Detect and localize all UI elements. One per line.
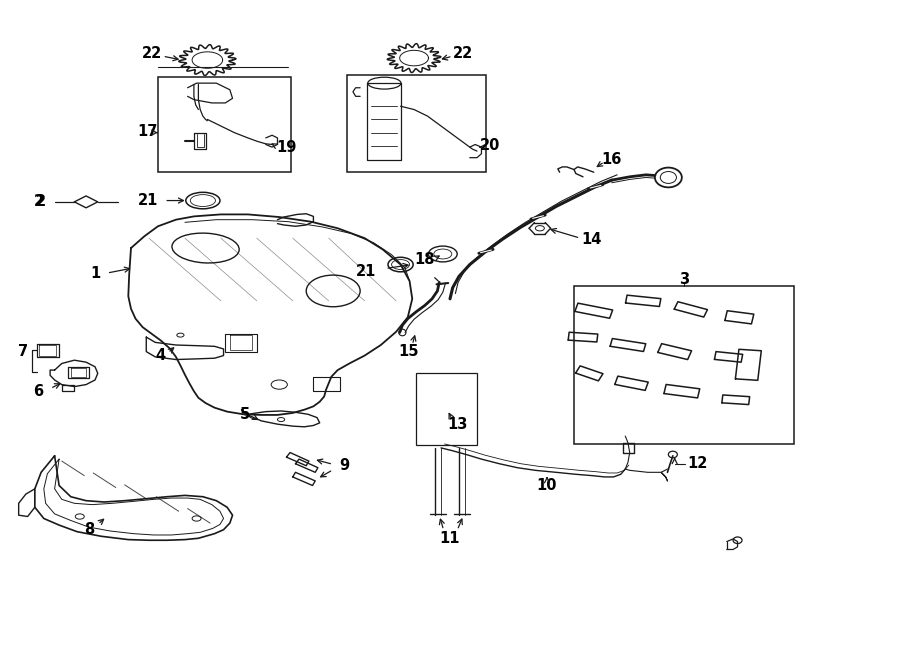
Text: 13: 13 [447, 416, 467, 432]
Text: 4: 4 [156, 348, 166, 363]
Text: 21: 21 [356, 264, 376, 279]
Text: 17: 17 [137, 124, 157, 139]
Text: 22: 22 [454, 46, 473, 61]
Text: 7: 7 [18, 344, 28, 359]
Text: 6: 6 [33, 383, 43, 399]
Text: 21: 21 [138, 193, 158, 208]
Text: 10: 10 [536, 478, 557, 493]
Text: 2: 2 [36, 194, 46, 210]
Text: 12: 12 [687, 456, 707, 471]
Text: 11: 11 [440, 531, 460, 546]
Text: 15: 15 [399, 344, 418, 359]
Text: 8: 8 [84, 522, 94, 537]
Text: 9: 9 [339, 458, 349, 473]
Text: 19: 19 [276, 139, 297, 155]
Text: 22: 22 [141, 46, 162, 61]
Text: 5: 5 [240, 407, 250, 422]
Text: 16: 16 [601, 151, 622, 167]
Text: 1: 1 [90, 266, 100, 281]
Text: 14: 14 [581, 232, 602, 247]
Text: 20: 20 [481, 138, 500, 153]
Text: 18: 18 [415, 252, 435, 267]
Text: 3: 3 [679, 272, 688, 287]
Text: 2: 2 [34, 194, 44, 210]
